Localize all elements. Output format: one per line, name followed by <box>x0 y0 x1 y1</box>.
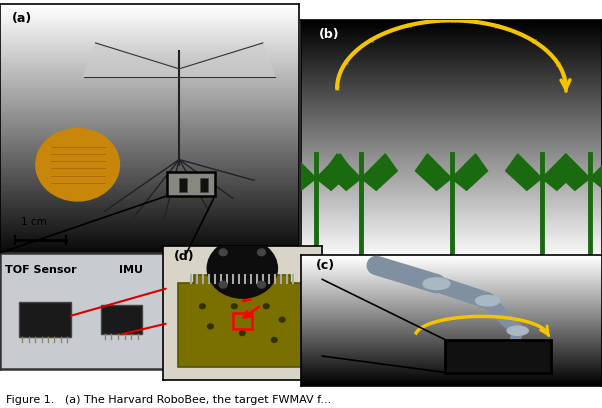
Circle shape <box>219 249 227 256</box>
Polygon shape <box>542 154 578 190</box>
Circle shape <box>272 337 277 342</box>
Circle shape <box>279 317 285 322</box>
Bar <box>200 177 208 192</box>
Circle shape <box>258 249 265 256</box>
Text: IMU: IMU <box>119 264 143 275</box>
Polygon shape <box>325 154 361 190</box>
Text: Figure 1.   (a) The Harvard RoboBee, the target FWMAV f...: Figure 1. (a) The Harvard RoboBee, the t… <box>6 395 331 405</box>
Polygon shape <box>280 154 316 190</box>
Circle shape <box>207 239 278 298</box>
Circle shape <box>240 331 245 335</box>
Polygon shape <box>179 43 275 77</box>
Polygon shape <box>506 154 542 190</box>
Polygon shape <box>554 154 590 190</box>
Circle shape <box>507 326 529 335</box>
Text: 1 cm: 1 cm <box>21 217 46 227</box>
Circle shape <box>476 295 500 306</box>
Circle shape <box>199 304 205 308</box>
Polygon shape <box>361 154 397 190</box>
Circle shape <box>208 324 213 329</box>
Bar <box>179 177 187 192</box>
Polygon shape <box>590 154 602 190</box>
Bar <box>167 173 215 196</box>
Circle shape <box>263 304 269 308</box>
Polygon shape <box>415 154 452 190</box>
Circle shape <box>36 129 119 201</box>
Polygon shape <box>316 154 352 190</box>
Circle shape <box>231 304 237 308</box>
Bar <box>445 340 551 373</box>
Text: (b): (b) <box>319 28 340 41</box>
Text: TOF Sensor: TOF Sensor <box>5 264 77 275</box>
Circle shape <box>423 278 450 290</box>
Polygon shape <box>452 154 488 190</box>
Text: (a): (a) <box>12 12 32 25</box>
Circle shape <box>219 282 227 288</box>
Polygon shape <box>179 275 306 367</box>
Text: (d): (d) <box>174 250 194 263</box>
Text: (c): (c) <box>316 259 335 272</box>
Circle shape <box>258 282 265 288</box>
Polygon shape <box>84 43 179 77</box>
